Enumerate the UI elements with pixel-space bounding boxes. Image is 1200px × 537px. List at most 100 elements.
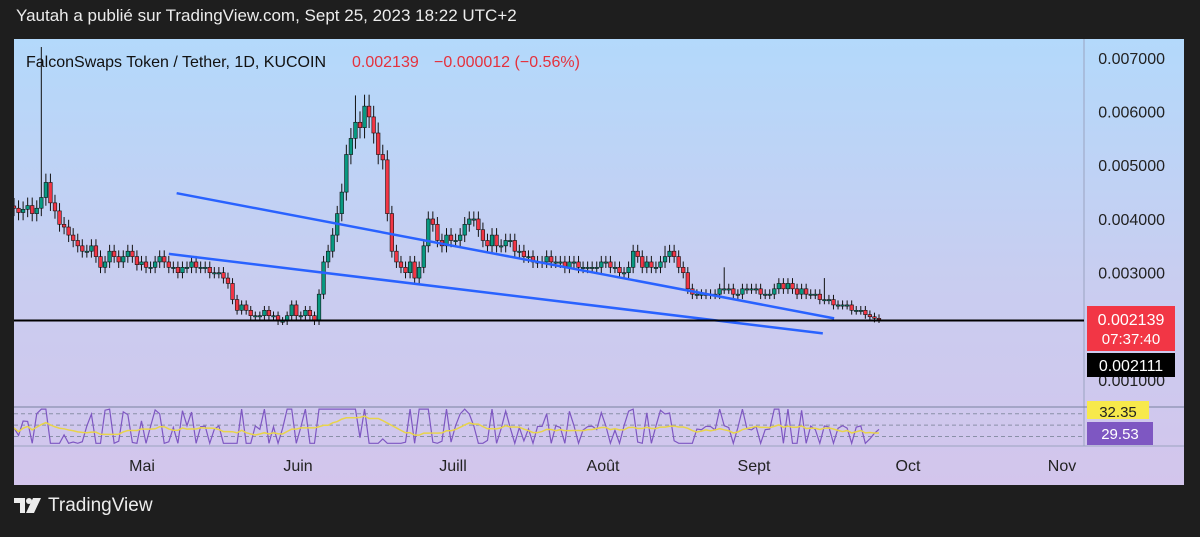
rsi-ma-label: 32.35 <box>1087 401 1149 421</box>
time-tick-label: Juill <box>439 458 467 475</box>
candle-body <box>603 261 608 264</box>
candles-group <box>14 47 882 325</box>
candle-body <box>776 283 781 290</box>
candle-body <box>426 218 431 247</box>
price-tick-label: 0.007000 <box>1098 51 1165 68</box>
candle-body <box>134 256 140 265</box>
candle-body <box>849 304 854 311</box>
price-axis[interactable]: 0.007000 0.006000 0.005000 0.004000 0.003000… <box>1098 51 1165 390</box>
candle-body <box>804 288 809 295</box>
candle-body <box>476 218 481 231</box>
candle-body <box>98 256 103 268</box>
candle-body <box>84 250 89 253</box>
candle-body <box>617 267 622 273</box>
candle-body <box>621 272 627 275</box>
candle-body <box>735 293 740 296</box>
candle-body <box>590 267 595 269</box>
candle-body <box>80 245 85 252</box>
candle-body <box>30 205 35 214</box>
candle-body <box>667 250 672 257</box>
current-price-label: 0.002139 07:37:40 <box>1087 306 1175 351</box>
candle-body <box>385 159 390 214</box>
candle-body <box>858 309 863 312</box>
candle-body <box>102 261 108 268</box>
candle-body <box>835 304 841 307</box>
candle-body <box>148 267 153 269</box>
last-price-text: 0.002139 <box>352 54 419 71</box>
candle-body <box>494 234 499 247</box>
price-tick-label: 0.006000 <box>1098 105 1165 122</box>
candle-body <box>585 267 590 269</box>
candle-body <box>480 229 486 241</box>
candle-body <box>662 256 668 263</box>
candle-body <box>34 207 39 214</box>
candle-body <box>75 240 80 247</box>
candle-body <box>130 250 135 257</box>
candle-body <box>257 315 262 318</box>
candle-body <box>289 304 294 316</box>
candle-body <box>180 267 185 273</box>
candle-body <box>580 267 586 269</box>
candle-body <box>644 261 649 268</box>
time-tick-label: Sept <box>738 458 771 475</box>
candle-body <box>876 318 882 320</box>
candle-body <box>462 224 467 236</box>
candle-body <box>421 245 426 268</box>
candle-body <box>153 261 158 268</box>
candle-body <box>612 267 618 269</box>
candle-body <box>676 256 681 268</box>
candle-body <box>649 261 654 268</box>
price-chart[interactable]: FalconSwaps Token / Tether, 1D, KUCOIN 0… <box>14 39 1184 485</box>
candle-body <box>758 288 763 295</box>
candle-body <box>48 182 53 204</box>
rsi-value: 29.53 <box>1101 426 1139 443</box>
rsi-ma-value: 32.35 <box>1099 404 1137 421</box>
candle-body <box>753 288 759 291</box>
candle-body <box>840 304 845 307</box>
candle-body <box>430 218 435 225</box>
candle-body <box>66 226 71 236</box>
candle-body <box>16 207 21 213</box>
candle-body <box>43 182 48 198</box>
candle-body <box>772 288 777 295</box>
time-axis[interactable]: Mai Juin Juill Août Sept Oct Nov <box>129 458 1076 475</box>
candle-body <box>471 218 476 221</box>
rsi-pane <box>14 408 1084 446</box>
support-price-value: 0.002111 <box>1099 358 1163 375</box>
candle-body <box>512 240 517 252</box>
candle-body <box>694 293 699 296</box>
candle-body <box>194 261 199 268</box>
chart-frame[interactable]: FalconSwaps Token / Tether, 1D, KUCOIN 0… <box>14 39 1184 485</box>
candle-body <box>517 250 522 253</box>
candle-body <box>112 250 117 257</box>
publication-caption: Yautah a publié sur TradingView.com, Sep… <box>16 6 517 25</box>
candle-body <box>52 202 58 212</box>
candle-body <box>116 256 121 263</box>
price-tick-label: 0.005000 <box>1098 158 1165 175</box>
candle-body <box>171 267 176 269</box>
candle-body <box>394 250 399 263</box>
candle-body <box>89 245 94 252</box>
candle-body <box>749 288 754 291</box>
candle-body <box>353 121 358 139</box>
candle-body <box>39 197 44 209</box>
time-tick-label: Juin <box>283 458 312 475</box>
candle-body <box>553 261 558 264</box>
candle-body <box>653 267 659 269</box>
candle-body <box>212 272 217 275</box>
candle-body <box>203 267 208 269</box>
candle-body <box>544 256 549 263</box>
candle-body <box>808 293 813 296</box>
candle-body <box>189 261 194 268</box>
candle-body <box>184 267 190 269</box>
candle-body <box>61 224 67 228</box>
candle-body <box>157 256 162 263</box>
candle-body <box>298 315 303 318</box>
candle-body <box>485 240 490 247</box>
candle-body <box>398 261 404 268</box>
wedge-upper-trendline <box>176 191 835 320</box>
candle-body <box>371 116 376 134</box>
candle-body <box>294 304 299 316</box>
candle-body <box>57 210 62 225</box>
price-tick-label: 0.004000 <box>1098 212 1165 229</box>
